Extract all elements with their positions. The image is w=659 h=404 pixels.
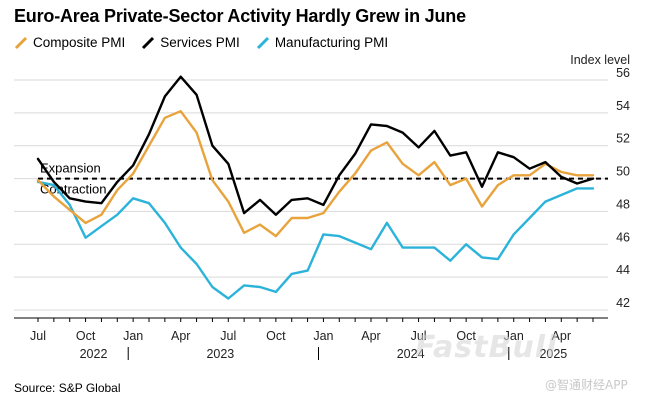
year-label-2025: 2025 [539, 347, 567, 361]
x-tick-label-2023-04: Apr [171, 329, 190, 343]
x-tick-label-2022-10: Oct [76, 329, 96, 343]
watermark-app: @智通财经APP [545, 378, 628, 392]
y-tick-label-56: 56 [616, 66, 630, 80]
y-tick-label-48: 48 [616, 197, 630, 211]
year-label-2023: 2023 [206, 347, 234, 361]
x-tick-label-2023-01: Jan [123, 329, 143, 343]
legend-manufacturing-line-icon [256, 36, 269, 49]
legend-composite-line-icon [14, 36, 28, 49]
x-tick-label-2024-07: Jul [411, 329, 427, 343]
x-tick-label-2024-01: Jan [313, 329, 333, 343]
source-note: Source: S&P Global [14, 381, 121, 395]
chart-title: Euro-Area Private-Sector Activity Hardly… [14, 6, 466, 26]
x-tick-label-2023-10: Oct [266, 329, 286, 343]
chart-series-lines [36, 75, 595, 300]
legend-label-composite: Composite PMI [33, 35, 126, 50]
chart-legend: Composite PMI Services PMI Manufacturing… [14, 35, 404, 50]
y-axis-label: Index level [570, 53, 630, 67]
series-line-manufacturing-pmi [36, 180, 595, 300]
legend-services-line-icon [142, 36, 155, 49]
x-tick-label-2025-01: Jan [504, 329, 524, 343]
x-tick-label-2022-07: Jul [30, 329, 46, 343]
y-tick-label-46: 46 [616, 230, 630, 244]
y-tick-label-44: 44 [616, 263, 630, 277]
x-tick-label-2025-04: Apr [552, 329, 571, 343]
legend-item-composite: Composite PMI [14, 35, 125, 50]
x-tick-label-2024-10: Oct [456, 329, 476, 343]
year-label-2022: 2022 [80, 347, 108, 361]
y-tick-label-42: 42 [616, 296, 630, 310]
legend-item-services: Services PMI [141, 35, 240, 50]
y-tick-label-50: 50 [616, 165, 630, 179]
legend-label-manufacturing: Manufacturing PMI [274, 35, 389, 50]
x-tick-label-2024-04: Apr [361, 329, 380, 343]
series-line-composite-pmi [36, 109, 595, 238]
watermark-brand: FastBull [415, 330, 558, 365]
legend-label-services: Services PMI [160, 35, 240, 50]
chart-axes [14, 317, 608, 360]
y-tick-label-54: 54 [616, 99, 630, 113]
legend-item-manufacturing: Manufacturing PMI [256, 35, 388, 50]
x-tick-label-2023-07: Jul [220, 329, 236, 343]
expansion-label: Expansion [40, 161, 101, 176]
series-line-services-pmi [36, 75, 595, 216]
year-label-2024: 2024 [397, 347, 425, 361]
y-tick-label-52: 52 [616, 132, 630, 146]
